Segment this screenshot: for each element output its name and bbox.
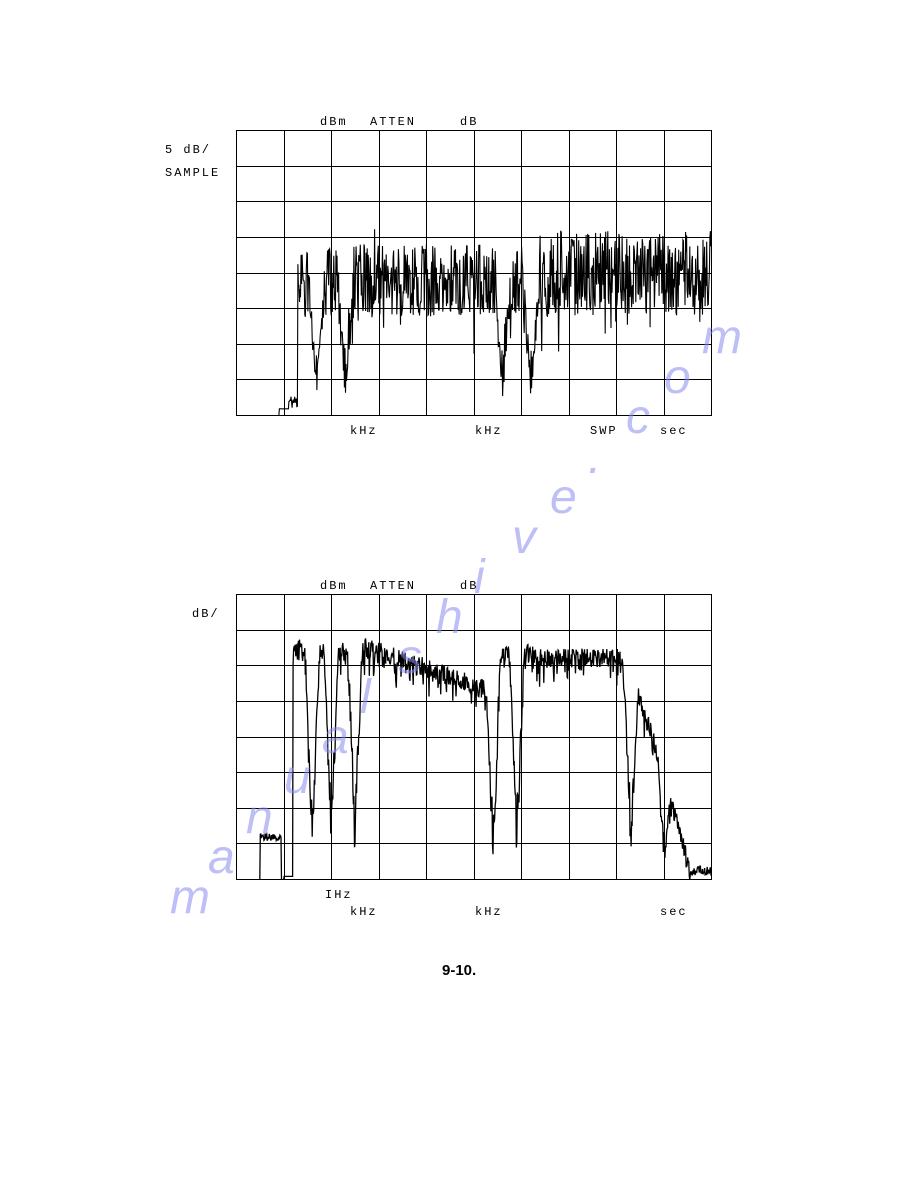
chart-1-trace [236,130,712,416]
axis-label: dB [460,115,478,129]
axis-label: SWP [590,424,618,438]
axis-label: kHz [350,905,378,919]
axis-label: ATTEN [370,579,416,593]
chart-2 [236,594,712,880]
axis-label: dB [460,579,478,593]
axis-label: dB/ [192,607,220,621]
chart-1 [236,130,712,416]
chart-2-trace [236,594,712,880]
figure-caption: 9-10. [442,962,476,979]
axis-label: SAMPLE [165,166,220,180]
axis-label: kHz [475,905,503,919]
axis-label: dBm [320,579,348,593]
axis-label: ATTEN [370,115,416,129]
axis-label: IHz [325,888,353,902]
axis-label: sec [660,905,688,919]
axis-label: sec [660,424,688,438]
axis-label: kHz [350,424,378,438]
axis-label: dBm [320,115,348,129]
axis-label: kHz [475,424,503,438]
axis-label: 5 dB/ [165,143,211,157]
